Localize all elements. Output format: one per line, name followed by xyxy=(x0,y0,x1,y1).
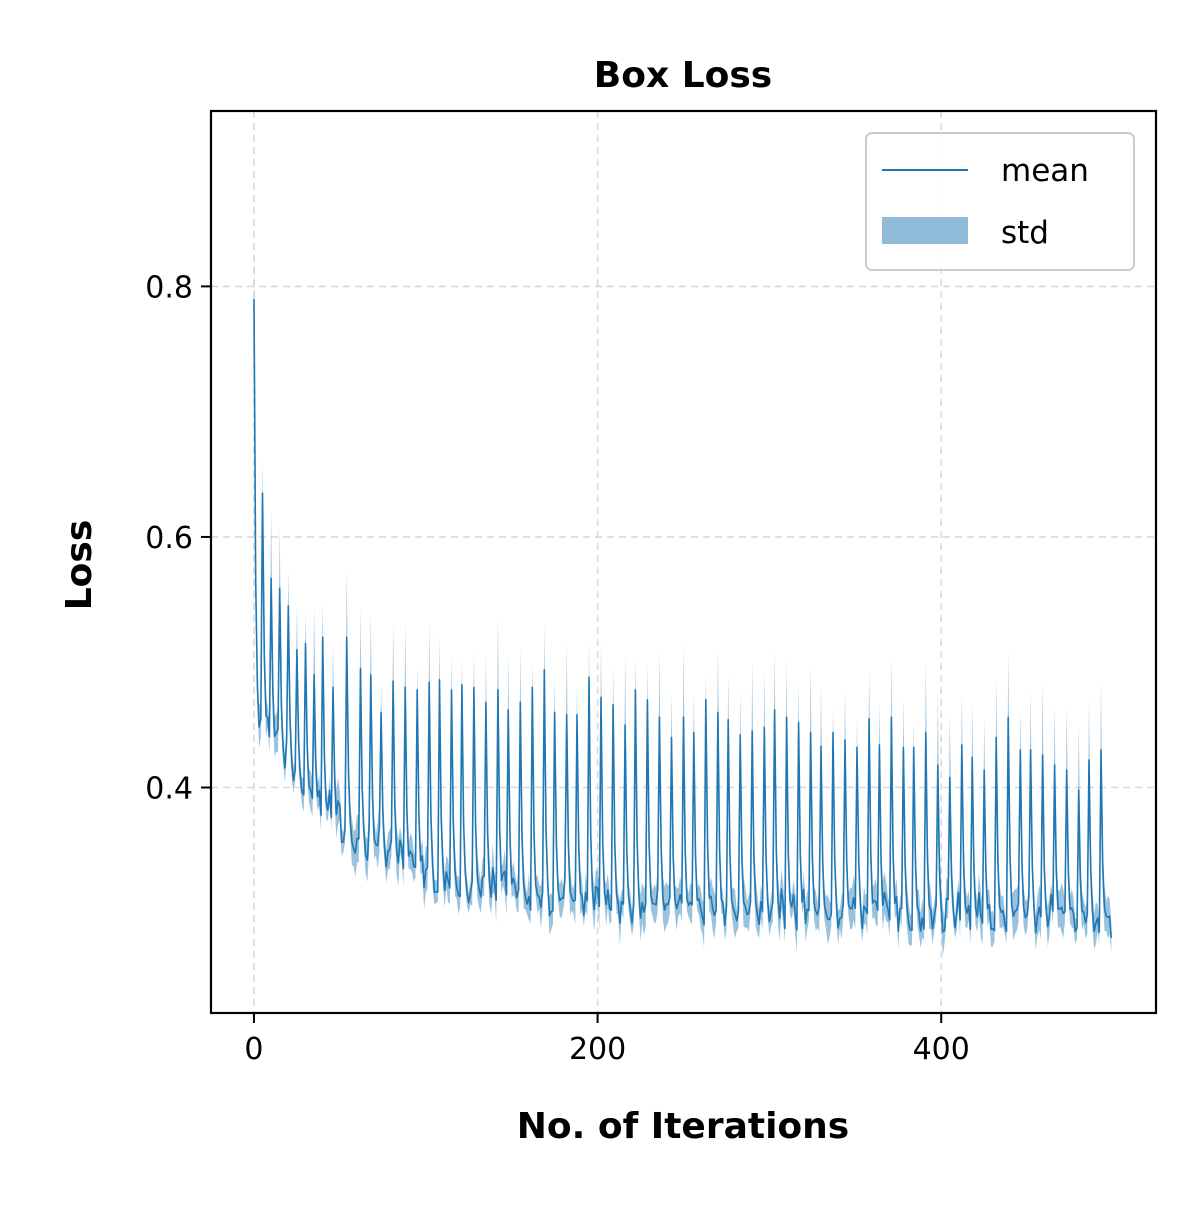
y-axis-label: Loss xyxy=(59,520,100,611)
x-tick-label: 0 xyxy=(244,1032,263,1067)
legend-mean-label: mean xyxy=(1001,153,1089,189)
plot-frame xyxy=(209,109,1158,1015)
legend-std-label: std xyxy=(1001,215,1049,251)
y-tick-label: 0.8 xyxy=(145,270,193,305)
legend: mean std xyxy=(865,132,1135,271)
y-tick-label: 0.6 xyxy=(145,521,193,556)
x-axis-label: No. of Iterations xyxy=(517,1106,849,1147)
x-tick-label: 400 xyxy=(913,1032,970,1067)
y-axis-ticks: 0.4 0.6 0.8 xyxy=(145,270,211,807)
x-axis-ticks: 0 200 400 xyxy=(244,1013,970,1067)
chart-title: Box Loss xyxy=(594,55,772,96)
x-tick-label: 200 xyxy=(569,1032,626,1067)
mean-line xyxy=(253,298,1113,938)
legend-std-swatch xyxy=(882,217,968,244)
legend-box xyxy=(865,132,1135,271)
mean-line-layer xyxy=(253,298,1113,938)
y-tick-label: 0.4 xyxy=(145,772,193,807)
